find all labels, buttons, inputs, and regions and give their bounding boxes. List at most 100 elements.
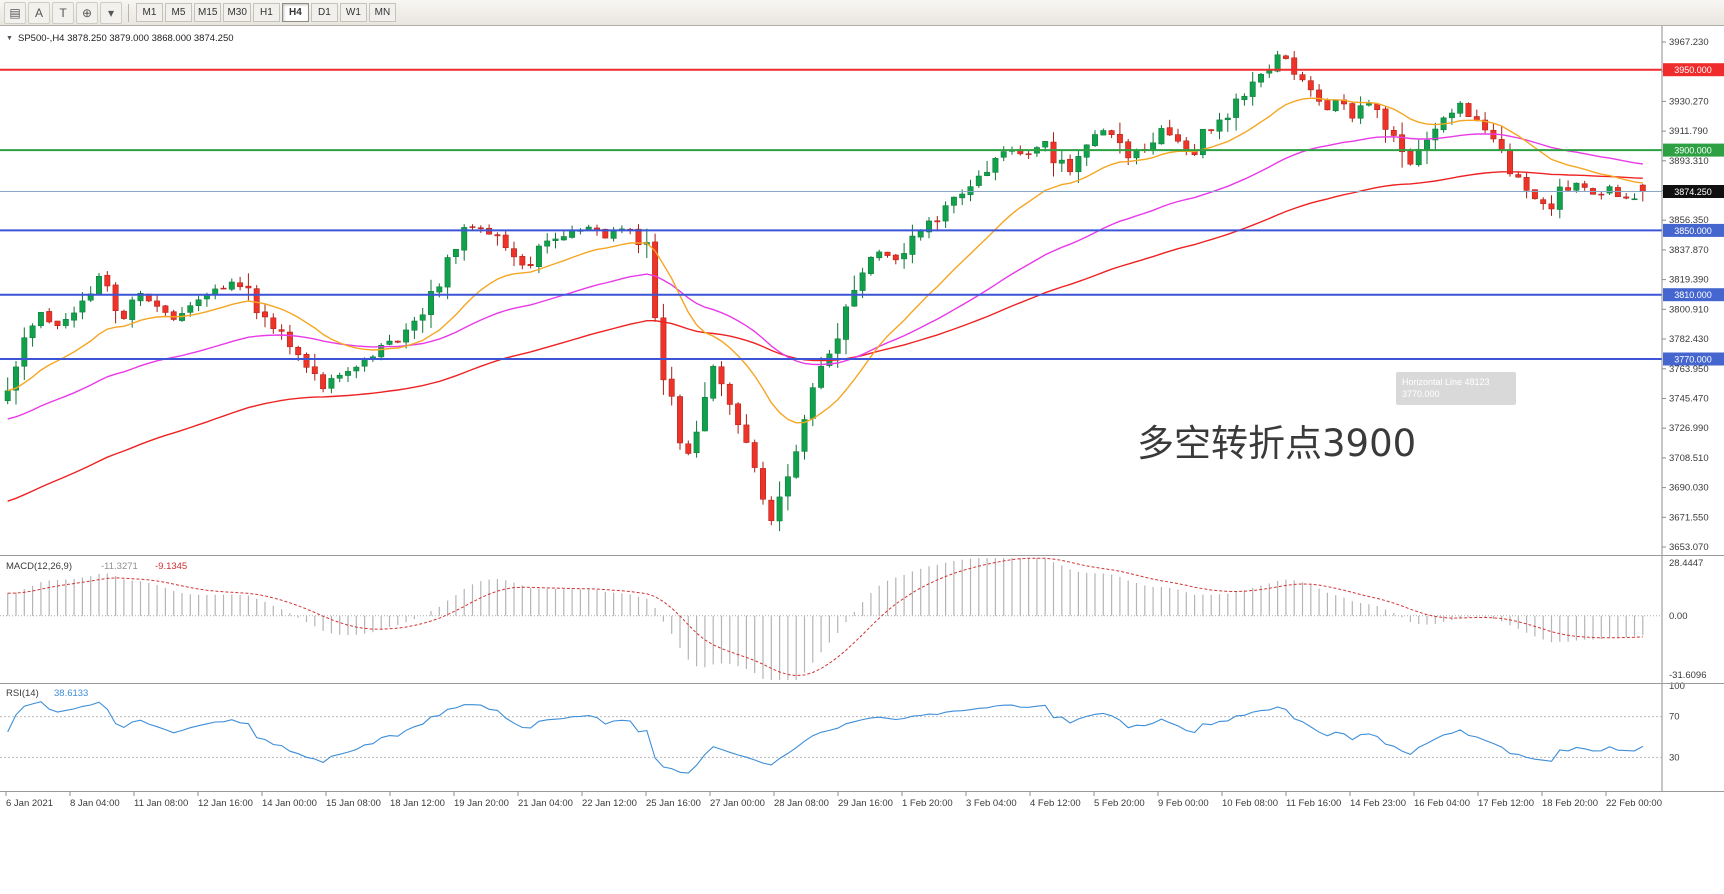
candle-body — [701, 397, 708, 432]
price-badge-label: 3900.000 — [1674, 146, 1712, 156]
candle-body — [162, 305, 169, 313]
candle-body — [262, 311, 268, 318]
text-label-tool-icon[interactable]: T — [52, 1, 74, 24]
time-tick-label: 6 Jan 2021 — [6, 798, 53, 809]
rsi-axis-label: 100 — [1669, 681, 1685, 692]
candle-body — [187, 305, 194, 313]
timeframe-button-H1[interactable]: H1 — [252, 3, 280, 22]
candle-body — [1498, 139, 1505, 151]
time-tick-label: 14 Jan 00:00 — [262, 798, 317, 809]
ohlc-header: SP500-,H4 3878.250 3879.000 3868.000 387… — [18, 33, 234, 44]
price-badge-background — [1663, 288, 1724, 302]
timeframe-button-H4[interactable]: H4 — [281, 3, 309, 22]
candle-body — [278, 329, 285, 332]
candle-body — [527, 264, 534, 267]
price-badge-background — [1663, 223, 1724, 237]
candle-body — [1150, 142, 1157, 151]
price-badge-background — [1663, 143, 1724, 157]
time-tick-label: 28 Jan 08:00 — [774, 798, 829, 809]
tooltip-line2: 3770.000 — [1402, 389, 1440, 399]
candle-body — [1274, 54, 1281, 72]
symbol-collapse-caret[interactable]: ▼ — [6, 35, 13, 42]
candle-body — [1291, 57, 1298, 75]
candle-body — [378, 345, 385, 358]
moving-averages — [7, 97, 1643, 502]
candle-body — [959, 193, 966, 199]
price-badge-label: 3850.000 — [1674, 226, 1712, 236]
timeframe-button-M5[interactable]: M5 — [165, 3, 192, 22]
candle-body — [469, 226, 476, 228]
candle-body — [428, 291, 434, 315]
macd-area[interactable] — [0, 556, 1662, 683]
candle-body — [1606, 186, 1613, 194]
candle-body — [1565, 187, 1572, 191]
candle-body — [809, 387, 816, 419]
candle-body — [950, 196, 957, 206]
candle-body — [436, 286, 443, 293]
timeframe-button-D1[interactable]: D1 — [310, 3, 338, 22]
candle-body — [992, 158, 999, 173]
time-tick-label: 11 Feb 16:00 — [1286, 798, 1341, 809]
toolbar-separator — [128, 3, 129, 22]
candle-body — [917, 230, 924, 238]
chart-bars-icon[interactable]: ▤ — [4, 1, 26, 24]
price-badge-3900.000: 3900.000 — [1663, 143, 1724, 157]
macd-signal-value: -9.1345 — [155, 561, 187, 572]
timeframe-button-M30[interactable]: M30 — [223, 3, 251, 22]
candle-body — [1307, 80, 1314, 91]
candle-body — [129, 299, 136, 320]
time-tick-label: 3 Feb 04:00 — [966, 798, 1017, 809]
candle-body — [1432, 128, 1439, 141]
rsi-line — [7, 701, 1644, 774]
candle-body — [1540, 199, 1547, 204]
candle-body — [876, 251, 883, 259]
candle-body — [1531, 189, 1538, 200]
time-tick-label: 29 Jan 16:00 — [838, 798, 893, 809]
price-badge-3770.000: 3770.000 — [1663, 352, 1724, 366]
time-tick-label: 12 Jan 16:00 — [198, 798, 253, 809]
timeframe-button-group: M1 M5 M15 M30 H1 H4 D1 W1 MN — [135, 3, 397, 22]
rsi-area[interactable] — [0, 684, 1662, 791]
price-tick-label: 3653.070 — [1669, 542, 1709, 553]
candle-body — [635, 228, 642, 246]
timeframe-button-M15[interactable]: M15 — [194, 3, 222, 22]
macd-label: MACD(12,26,9) — [6, 561, 72, 572]
crosshair-tool-icon[interactable]: ⊕ — [76, 1, 98, 24]
candle-body — [751, 442, 758, 468]
candle-body — [336, 374, 343, 379]
candle-body — [452, 248, 459, 257]
candle-body — [1548, 203, 1555, 210]
auto-scroll-icon[interactable]: A — [28, 1, 50, 24]
candle-body — [984, 171, 991, 176]
main-chart-area[interactable] — [0, 26, 1662, 555]
candle-body — [544, 240, 551, 247]
timeframe-button-MN[interactable]: MN — [368, 3, 396, 22]
candle-body — [967, 186, 974, 196]
candle-body — [743, 424, 750, 443]
time-axis-area[interactable] — [0, 792, 1724, 894]
candle-body — [726, 383, 733, 405]
macd-panel: 28.4447 0.00 -31.6096 — [0, 557, 1707, 681]
price-tick-label: 3967.230 — [1669, 37, 1709, 48]
candle-body — [975, 175, 982, 186]
annotation-text[interactable]: 多空转折点3900 — [1137, 422, 1416, 465]
time-tick-label: 14 Feb 23:00 — [1350, 798, 1406, 809]
dropdown-caret-icon[interactable]: ▾ — [100, 1, 122, 24]
timeframe-button-W1[interactable]: W1 — [339, 3, 367, 22]
candle-body — [386, 340, 393, 345]
candle-body — [237, 282, 244, 288]
time-axis-group[interactable]: 6 Jan 2021 8 Jan 04:00 11 Jan 08:00 12 Jan … — [5, 791, 1662, 810]
candle-body — [1457, 102, 1464, 114]
time-tick-label: 16 Feb 04:00 — [1414, 798, 1470, 809]
candle-body — [461, 227, 468, 251]
tooltip-background — [1396, 372, 1516, 405]
candle-body — [245, 285, 252, 289]
timeframe-button-M1[interactable]: M1 — [136, 3, 163, 22]
candle-body — [1332, 100, 1339, 112]
candle-body — [801, 419, 808, 452]
candle-body — [1515, 174, 1522, 178]
price-tick-label: 3911.790 — [1669, 126, 1708, 137]
candle-body — [768, 499, 775, 521]
candle-body — [1241, 95, 1248, 101]
candle-body — [411, 320, 418, 331]
